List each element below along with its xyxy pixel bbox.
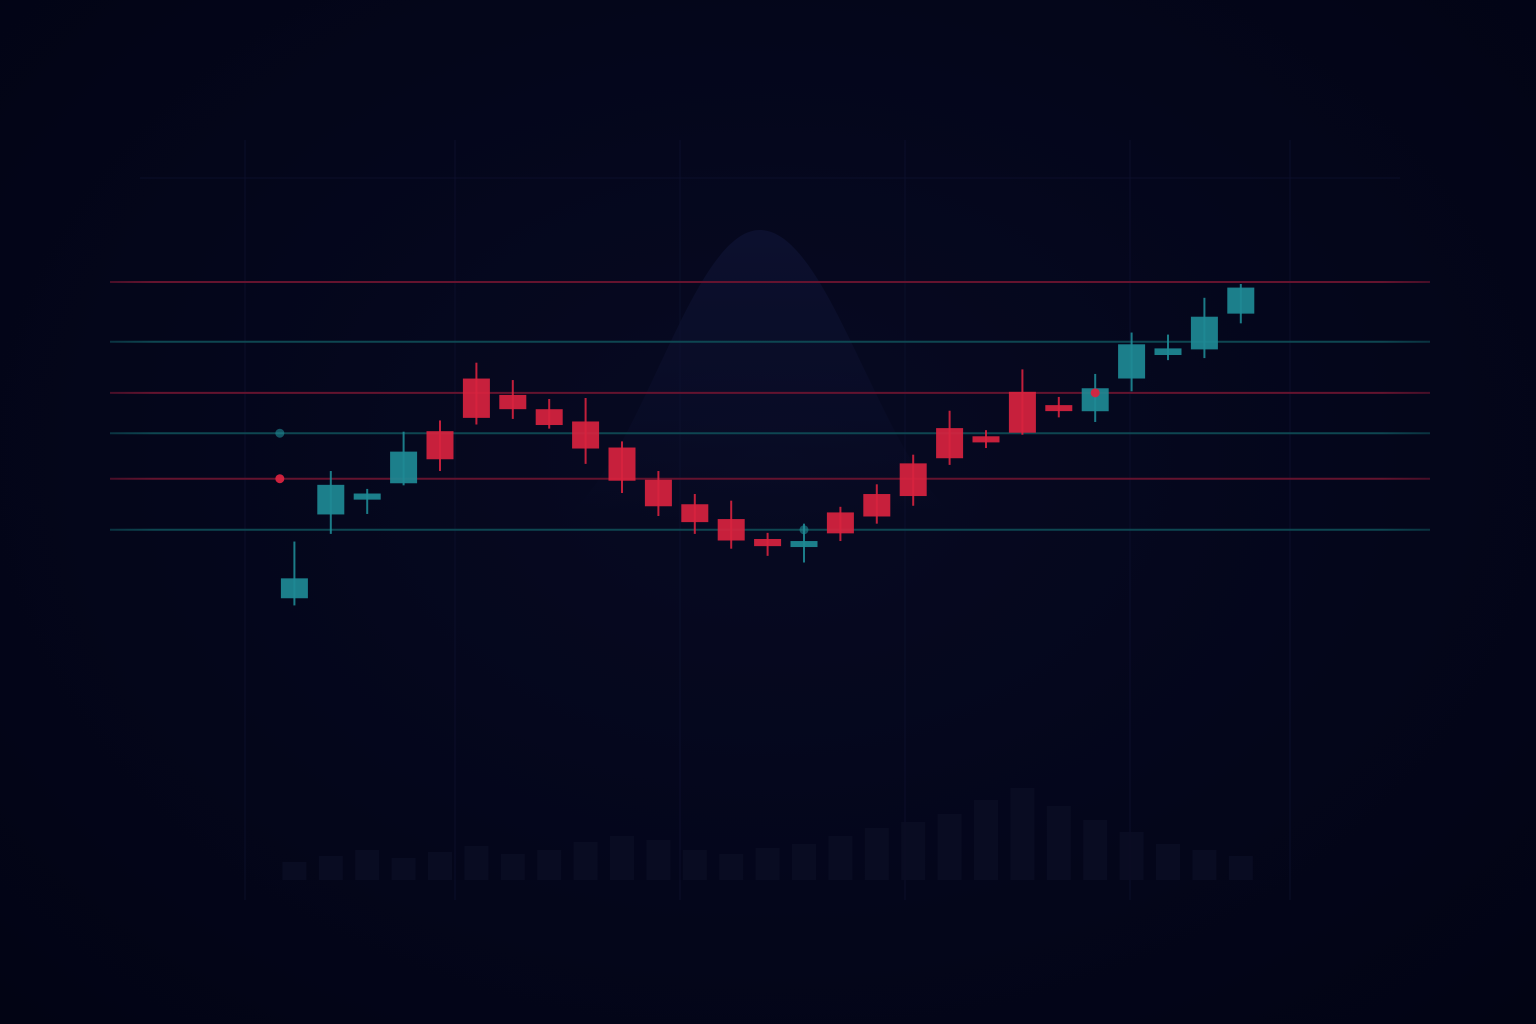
candle-body	[863, 494, 891, 517]
volume-bar	[464, 846, 489, 880]
candle-body	[426, 431, 454, 460]
candle-down	[863, 484, 891, 524]
candle-body	[1227, 287, 1255, 314]
candle-up	[1081, 373, 1109, 422]
level-marker-bullish	[799, 525, 809, 535]
background-hump-shape	[560, 230, 960, 520]
volume-bars	[282, 788, 1253, 880]
candle-down	[1045, 396, 1073, 418]
volume-bar	[573, 842, 598, 880]
volume-bar	[901, 822, 926, 880]
candle-up	[1227, 284, 1255, 324]
candle-down	[644, 471, 672, 516]
candle-up	[317, 471, 345, 534]
volume-bar	[828, 836, 853, 880]
volume-bar	[500, 854, 525, 880]
volume-bar	[755, 848, 780, 880]
volume-bar	[1083, 820, 1108, 880]
candle-down	[426, 420, 454, 472]
candle-body	[644, 479, 672, 507]
candle-up	[390, 431, 418, 486]
volume-bar	[1010, 788, 1035, 880]
candle-body	[717, 519, 745, 541]
volume-bar	[1192, 850, 1217, 880]
candles	[280, 284, 1255, 606]
candle-body	[754, 539, 782, 547]
candle-body	[936, 428, 964, 459]
candle-body	[280, 578, 308, 599]
volume-bar	[355, 850, 380, 880]
candle-body	[1045, 405, 1073, 412]
candle-up	[1118, 332, 1146, 392]
candle-body	[1008, 391, 1036, 433]
volume-bar	[537, 850, 562, 880]
volume-bar	[1046, 806, 1071, 880]
candle-down	[972, 430, 1000, 449]
level-marker-bearish	[1090, 388, 1100, 398]
candle-body	[499, 394, 527, 410]
candle-down	[826, 506, 854, 542]
candle-body	[790, 541, 818, 548]
candle-body	[1190, 316, 1218, 350]
candle-body	[899, 463, 927, 497]
candle-down	[899, 454, 927, 506]
level-markers	[275, 388, 1100, 535]
volume-bar	[719, 854, 744, 880]
candle-down	[499, 380, 527, 419]
candle-body	[1118, 344, 1146, 379]
candle-up	[353, 488, 381, 514]
candle-down	[462, 362, 490, 425]
volume-bar	[974, 800, 998, 880]
candle-down	[608, 441, 636, 493]
background-hump	[560, 230, 960, 520]
volume-bar	[282, 862, 307, 880]
level-marker-bullish	[275, 428, 285, 438]
volume-bar	[610, 836, 634, 880]
volume-bar	[937, 814, 962, 880]
candle-down	[681, 494, 709, 534]
candle-body	[353, 493, 381, 500]
candle-body	[681, 504, 709, 523]
candle-body	[317, 484, 345, 515]
candle-down	[754, 532, 782, 556]
candle-body	[462, 378, 490, 418]
volume-bar	[318, 856, 343, 880]
candle-down	[535, 398, 563, 429]
volume-bar	[1228, 856, 1253, 880]
candle-down	[717, 500, 745, 549]
candle-down	[572, 397, 600, 464]
candle-body	[390, 451, 418, 484]
candle-up	[1154, 334, 1182, 361]
volume-bar	[428, 852, 452, 880]
candle-body	[972, 436, 1000, 443]
volume-bar	[391, 858, 416, 880]
candle-down	[1008, 369, 1036, 435]
candle-body	[535, 409, 563, 426]
candle-up	[280, 541, 308, 606]
volume-bar	[1119, 832, 1144, 880]
candle-body	[572, 421, 600, 449]
candle-up	[1190, 297, 1218, 359]
candle-body	[826, 512, 854, 534]
candle-body	[608, 447, 636, 481]
volume-bar	[1156, 844, 1180, 880]
grid-lines	[140, 140, 1400, 900]
candle-down	[936, 410, 964, 465]
volume-bar	[682, 850, 707, 880]
volume-bar	[792, 844, 816, 880]
level-marker-bearish	[275, 474, 285, 484]
volume-bar	[646, 840, 671, 880]
volume-bar	[864, 828, 889, 880]
candle-body	[1154, 348, 1182, 356]
